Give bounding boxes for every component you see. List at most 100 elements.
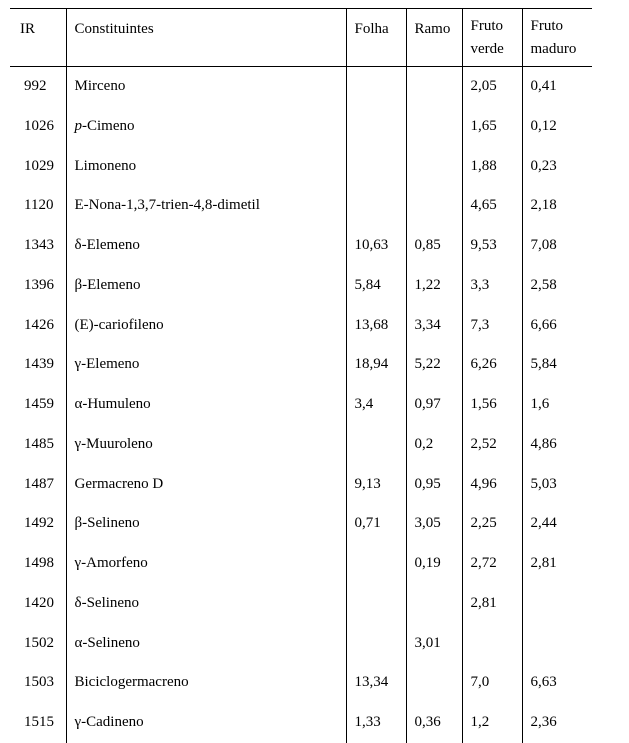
table-row: 1426(E)-cariofileno13,683,347,36,66	[10, 306, 592, 346]
cell-ir: 1503	[10, 663, 66, 703]
cell-constituinte: γ-Cadineno	[66, 703, 346, 743]
constituinte-prefix: p	[75, 118, 83, 134]
cell-fruto-maduro: 7,08	[522, 226, 592, 266]
cell-ir: 1029	[10, 147, 66, 187]
cell-folha	[346, 584, 406, 624]
cell-constituinte: E-Nona-1,3,7-trien-4,8-dimetil	[66, 186, 346, 226]
col-header-fruto-maduro: Fruto maduro	[522, 9, 592, 67]
col-header-fruto-verde-l2: verde	[471, 41, 504, 57]
cell-ramo: 0,85	[406, 226, 462, 266]
cell-constituinte: β-Elemeno	[66, 266, 346, 306]
cell-fruto-verde: 1,56	[462, 385, 522, 425]
cell-ir: 1487	[10, 465, 66, 505]
cell-ir: 1515	[10, 703, 66, 743]
cell-ramo: 3,34	[406, 306, 462, 346]
col-header-folha: Folha	[346, 9, 406, 67]
col-header-fruto-maduro-l1: Fruto	[531, 18, 564, 34]
cell-fruto-maduro: 0,23	[522, 147, 592, 187]
cell-folha: 5,84	[346, 266, 406, 306]
table-row: 1439γ-Elemeno18,945,226,265,84	[10, 345, 592, 385]
cell-folha	[346, 425, 406, 465]
cell-constituinte: γ-Muuroleno	[66, 425, 346, 465]
cell-ramo: 3,05	[406, 504, 462, 544]
cell-folha: 0,71	[346, 504, 406, 544]
cell-folha	[346, 544, 406, 584]
cell-ir: 1426	[10, 306, 66, 346]
cell-ramo: 0,95	[406, 465, 462, 505]
constituents-table: IR Constituintes Folha Ramo Fruto verde …	[10, 8, 592, 743]
col-header-ir: IR	[10, 9, 66, 67]
cell-ir: 1459	[10, 385, 66, 425]
cell-ramo	[406, 663, 462, 703]
cell-fruto-verde: 2,05	[462, 67, 522, 107]
table-row: 1492β-Selineno0,713,052,252,44	[10, 504, 592, 544]
cell-ramo	[406, 107, 462, 147]
table-row: 1120E-Nona-1,3,7-trien-4,8-dimetil 4,652,…	[10, 186, 592, 226]
cell-ramo	[406, 67, 462, 107]
cell-fruto-maduro: 5,84	[522, 345, 592, 385]
table-row: 1343δ-Elemeno10,630,859,537,08	[10, 226, 592, 266]
cell-folha	[346, 147, 406, 187]
table-row: 1498γ-Amorfeno0,192,722,81	[10, 544, 592, 584]
col-header-fruto-verde: Fruto verde	[462, 9, 522, 67]
cell-folha	[346, 67, 406, 107]
table-row: 992Mirceno2,050,41	[10, 67, 592, 107]
cell-folha: 13,68	[346, 306, 406, 346]
col-header-fruto-verde-l1: Fruto	[471, 18, 504, 34]
cell-ramo	[406, 147, 462, 187]
cell-fruto-verde: 1,88	[462, 147, 522, 187]
cell-fruto-maduro: 0,41	[522, 67, 592, 107]
cell-constituinte: δ-Elemeno	[66, 226, 346, 266]
cell-ir: 1026	[10, 107, 66, 147]
cell-constituinte: α-Selineno	[66, 624, 346, 664]
cell-fruto-maduro: 2,58	[522, 266, 592, 306]
cell-fruto-maduro: 2,44	[522, 504, 592, 544]
cell-fruto-verde: 2,81	[462, 584, 522, 624]
cell-ramo	[406, 584, 462, 624]
cell-fruto-maduro	[522, 624, 592, 664]
cell-ramo: 0,36	[406, 703, 462, 743]
cell-fruto-maduro: 2,18	[522, 186, 592, 226]
table-row: 1029Limoneno1,880,23	[10, 147, 592, 187]
cell-constituinte: γ-Elemeno	[66, 345, 346, 385]
cell-fruto-verde: 2,52	[462, 425, 522, 465]
cell-ramo: 5,22	[406, 345, 462, 385]
cell-folha: 18,94	[346, 345, 406, 385]
cell-constituinte: α-Humuleno	[66, 385, 346, 425]
cell-fruto-verde: 1,65	[462, 107, 522, 147]
cell-fruto-maduro: 6,63	[522, 663, 592, 703]
cell-ramo: 0,2	[406, 425, 462, 465]
table-row: 1487Germacreno D9,130,954,965,03	[10, 465, 592, 505]
cell-folha	[346, 186, 406, 226]
cell-fruto-maduro: 4,86	[522, 425, 592, 465]
cell-ir: 1485	[10, 425, 66, 465]
cell-fruto-verde: 3,3	[462, 266, 522, 306]
cell-fruto-maduro: 2,36	[522, 703, 592, 743]
cell-fruto-verde: 2,25	[462, 504, 522, 544]
cell-ir: 1343	[10, 226, 66, 266]
cell-fruto-verde: 4,65	[462, 186, 522, 226]
cell-folha: 3,4	[346, 385, 406, 425]
col-header-constituintes: Constituintes	[66, 9, 346, 67]
cell-ir: 1396	[10, 266, 66, 306]
cell-fruto-verde: 4,96	[462, 465, 522, 505]
cell-ramo: 0,97	[406, 385, 462, 425]
cell-constituinte: δ-Selineno	[66, 584, 346, 624]
cell-fruto-maduro: 0,12	[522, 107, 592, 147]
cell-fruto-verde: 6,26	[462, 345, 522, 385]
constituinte-rest: -Cimeno	[82, 118, 135, 134]
cell-fruto-verde: 2,72	[462, 544, 522, 584]
cell-constituinte: (E)-cariofileno	[66, 306, 346, 346]
cell-ir: 1502	[10, 624, 66, 664]
col-header-ramo: Ramo	[406, 9, 462, 67]
cell-folha: 9,13	[346, 465, 406, 505]
table-row: 1459α-Humuleno3,40,971,561,6	[10, 385, 592, 425]
cell-ramo: 0,19	[406, 544, 462, 584]
cell-folha: 1,33	[346, 703, 406, 743]
col-header-fruto-maduro-l2: maduro	[531, 41, 577, 57]
table-row: 1420δ-Selineno2,81	[10, 584, 592, 624]
table-row: 1485γ-Muuroleno 0,22,524,86	[10, 425, 592, 465]
cell-ir: 1498	[10, 544, 66, 584]
cell-constituinte: Mirceno	[66, 67, 346, 107]
cell-ir: 1120	[10, 186, 66, 226]
